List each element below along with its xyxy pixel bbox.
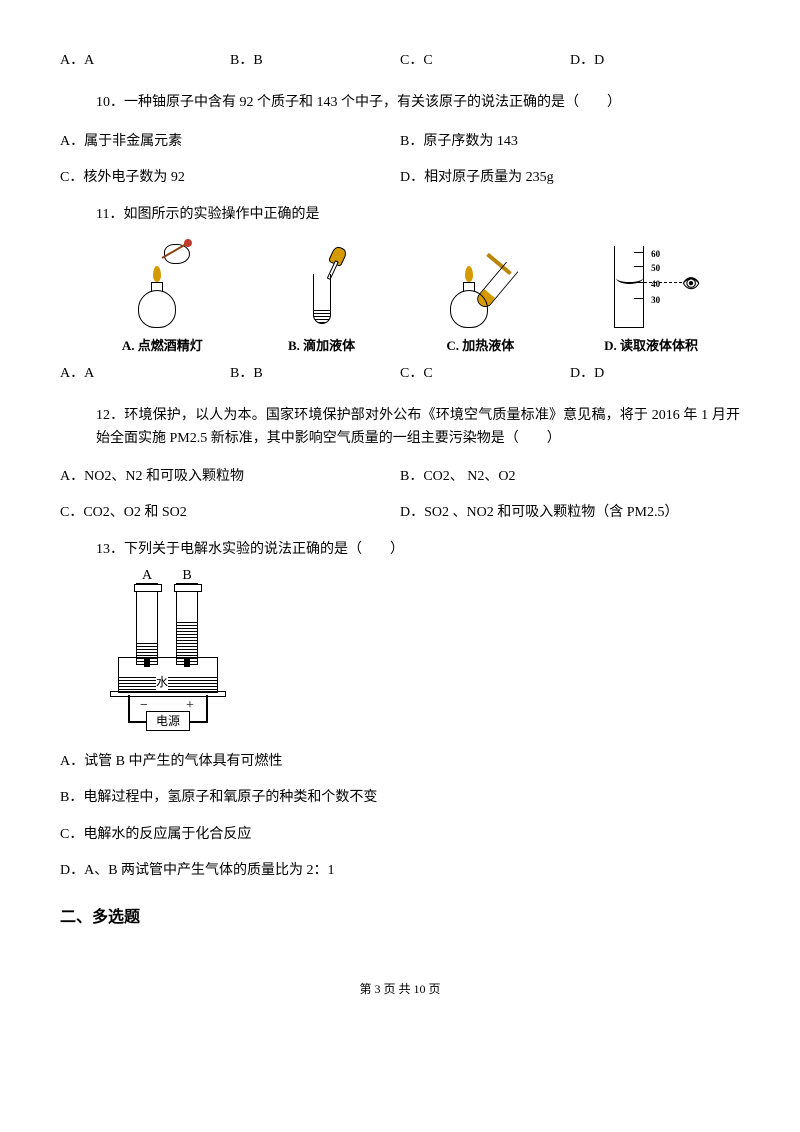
opt-c: C．C — [400, 50, 570, 72]
opt-b: B．B — [230, 50, 400, 72]
page-footer: 第 3 页 共 10 页 — [60, 980, 740, 999]
q11-b: B．B — [230, 363, 400, 385]
q12-a: A．NO2、N2 和可吸入颗粒物 — [60, 466, 400, 488]
heat-icon — [440, 242, 520, 332]
q9-options: A．A B．B C．C D．D — [60, 50, 740, 72]
q11-figures: A. 点燃酒精灯 B. 滴加液体 C. 加热液体 60 50 40 30 👁 D… — [80, 242, 740, 357]
fig-d-label: D. 读取液体体积 — [604, 336, 698, 357]
q10-opts-row1: A．属于非金属元素 B．原子序数为 143 — [60, 131, 740, 153]
q12-opts-row2: C．CO2、O2 和 SO2 D．SO2 、NO2 和可吸入颗粒物（含 PM2.… — [60, 502, 740, 524]
alcohol-lamp-icon — [122, 242, 192, 332]
q13-c: C．电解水的反应属于化合反应 — [60, 824, 740, 846]
drip-icon — [287, 242, 357, 332]
fig-b-label: B. 滴加液体 — [287, 336, 357, 357]
fig-a: A. 点燃酒精灯 — [122, 242, 203, 357]
q12-text: 12．环境保护，以人为本。国家环境保护部对外公布《环境空气质量标准》意见稿，将于… — [60, 405, 740, 450]
q12-opts-row1: A．NO2、N2 和可吸入颗粒物 B．CO2、 N2、O2 — [60, 466, 740, 488]
q10-c: C．核外电子数为 92 — [60, 167, 400, 189]
fig-d: 60 50 40 30 👁 D. 读取液体体积 — [604, 242, 698, 357]
q11-a: A．A — [60, 363, 230, 385]
q11-d: D．D — [570, 363, 740, 385]
section-2-title: 二、多选题 — [60, 905, 740, 931]
q11-c: C．C — [400, 363, 570, 385]
fig-c-label: C. 加热液体 — [440, 336, 520, 357]
power-label: 电源 — [146, 711, 190, 731]
q10-text: 10．一种铀原子中含有 92 个质子和 143 个中子，有关该原子的说法正确的是… — [60, 92, 740, 114]
opt-d: D．D — [570, 50, 740, 72]
water-label: 水 — [156, 673, 168, 692]
eye-icon: 👁 — [682, 274, 700, 296]
q12-b: B．CO2、 N2、O2 — [400, 466, 740, 488]
q10-b: B．原子序数为 143 — [400, 131, 740, 153]
q11-text: 11．如图所示的实验操作中正确的是 — [60, 204, 740, 226]
q10-a: A．属于非金属元素 — [60, 131, 400, 153]
q10-opts-row2: C．核外电子数为 92 D．相对原子质量为 235g — [60, 167, 740, 189]
q10-d: D．相对原子质量为 235g — [400, 167, 740, 189]
q13-d: D．A、B 两试管中产生气体的质量比为 2：1 — [60, 860, 740, 882]
electrolysis-diagram: A B 水 − + 电源 — [90, 577, 260, 737]
q13-text: 13．下列关于电解水实验的说法正确的是（ ） — [60, 539, 740, 561]
q13-b: B．电解过程中，氢原子和氧原子的种类和个数不变 — [60, 787, 740, 809]
q13-a: A．试管 B 中产生的气体具有可燃性 — [60, 751, 740, 773]
opt-a: A．A — [60, 50, 230, 72]
q11-options: A．A B．B C．C D．D — [60, 363, 740, 385]
q12-d: D．SO2 、NO2 和可吸入颗粒物（含 PM2.5） — [400, 502, 740, 524]
fig-a-label: A. 点燃酒精灯 — [122, 336, 203, 357]
q12-c: C．CO2、O2 和 SO2 — [60, 502, 400, 524]
cylinder-icon: 60 50 40 30 👁 — [604, 242, 694, 332]
fig-c: C. 加热液体 — [440, 242, 520, 357]
fig-b: B. 滴加液体 — [287, 242, 357, 357]
